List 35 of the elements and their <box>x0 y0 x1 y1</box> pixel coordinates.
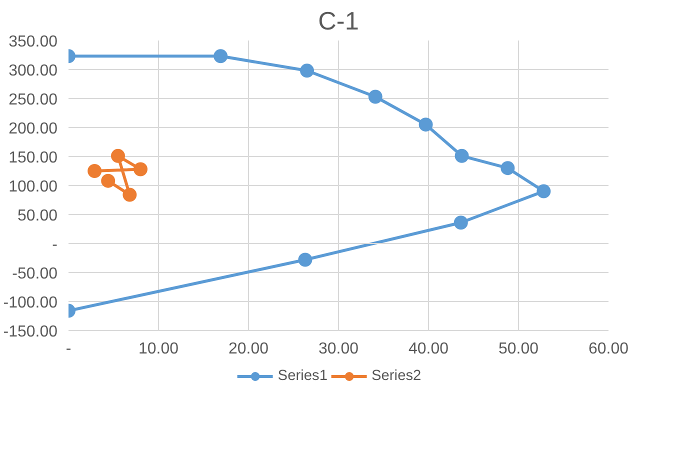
point <box>454 216 468 230</box>
point <box>111 148 125 163</box>
x-tick-label: 30.00 <box>318 340 359 358</box>
point <box>454 148 469 163</box>
y-tick-label: 350.00 <box>8 34 58 50</box>
x-tick-label: 10.00 <box>138 340 179 358</box>
point <box>88 164 102 178</box>
y-tick-label: -50.00 <box>12 266 58 282</box>
point <box>134 162 148 176</box>
y-tick-label: 200.00 <box>8 120 58 138</box>
y-tick-label: - <box>52 236 58 254</box>
point <box>122 188 137 202</box>
x-tick-label: 60.00 <box>588 340 629 358</box>
point <box>101 174 116 188</box>
point <box>500 161 515 176</box>
chart-title: C-1 <box>318 8 359 36</box>
point <box>300 64 314 78</box>
point <box>214 49 228 64</box>
point <box>298 252 312 267</box>
y-tick-label: 100.00 <box>8 178 58 196</box>
y-tick-label: 50.00 <box>17 208 58 224</box>
x-tick-label: 20.00 <box>228 340 269 358</box>
legend-label: Series1 <box>278 368 328 384</box>
y-tick-label: 150.00 <box>8 150 58 166</box>
point <box>536 184 551 198</box>
x-tick-label: 50.00 <box>498 340 539 358</box>
point <box>418 118 433 132</box>
point <box>368 90 382 104</box>
x-tick-label: - <box>66 340 72 358</box>
y-tick-label: 300.00 <box>8 62 58 80</box>
y-tick-label: 250.00 <box>8 92 58 108</box>
y-tick-label: -100.00 <box>3 294 58 312</box>
y-tick-label: -150.00 <box>3 324 58 340</box>
x-tick-label: 40.00 <box>408 340 449 358</box>
legend-label: Series2 <box>372 368 422 384</box>
